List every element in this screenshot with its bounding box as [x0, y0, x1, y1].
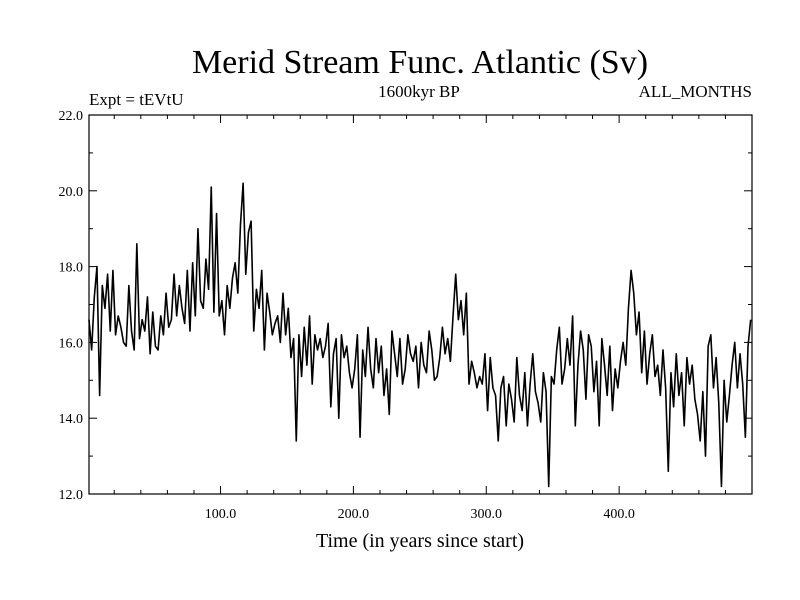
y-tick-label: 14.0: [59, 412, 84, 427]
period-label: 1600kyr BP: [378, 82, 460, 101]
x-axis-tick-labels: 100.0 200.0 300.0 400.0: [205, 507, 635, 522]
x-tick-label: 400.0: [603, 507, 635, 522]
x-axis-title: Time (in years since start): [316, 530, 524, 552]
data-series-line: [88, 182, 752, 488]
x-axis-ticks: [113, 115, 726, 494]
y-tick-label: 22.0: [59, 109, 84, 124]
y-tick-label: 18.0: [59, 261, 84, 276]
data-series-group: [88, 182, 752, 488]
y-axis-ticks: [89, 114, 752, 495]
y-tick-label: 12.0: [59, 488, 84, 503]
y-axis-tick-labels: 12.0 14.0 16.0 18.0 20.0 22.0: [59, 109, 84, 503]
months-label: ALL_MONTHS: [639, 82, 752, 101]
x-tick-label: 300.0: [471, 507, 503, 522]
y-tick-label: 16.0: [59, 336, 84, 351]
y-tick-label: 20.0: [59, 185, 84, 200]
experiment-label: Expt = tEVtU: [89, 90, 184, 109]
x-tick-label: 200.0: [338, 507, 370, 522]
x-tick-label: 100.0: [205, 507, 237, 522]
chart-title: Merid Stream Func. Atlantic (Sv): [192, 44, 648, 81]
